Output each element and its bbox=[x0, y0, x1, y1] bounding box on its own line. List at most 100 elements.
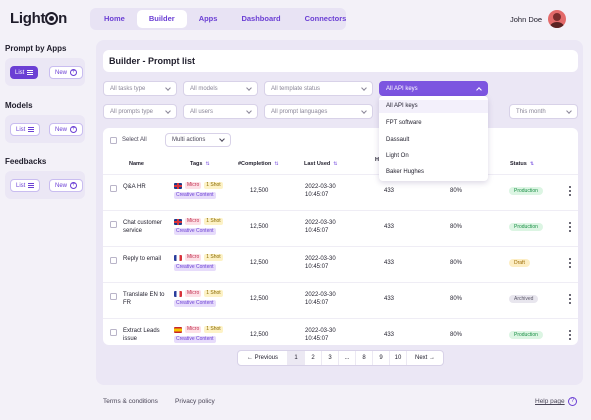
row-checkbox[interactable] bbox=[110, 221, 117, 228]
last-used-date: 2022-03-30 bbox=[305, 292, 336, 298]
percent-value: 80% bbox=[450, 332, 463, 338]
option-all-api-keys[interactable]: All API keys bbox=[379, 100, 488, 113]
header-last-used[interactable]: Last Used ⇅ bbox=[304, 161, 338, 167]
prompt-name[interactable]: Translate EN to FR bbox=[123, 292, 165, 306]
new-label: New bbox=[55, 182, 68, 189]
row-menu-icon[interactable] bbox=[568, 294, 572, 304]
help-icon[interactable]: ? bbox=[568, 397, 577, 406]
page-button[interactable]: 9 bbox=[373, 351, 390, 365]
tag-creative: Creative Content bbox=[174, 228, 216, 235]
option-light-on[interactable]: Light On bbox=[386, 153, 409, 159]
row-checkbox[interactable] bbox=[110, 329, 117, 336]
prompt-name[interactable]: Extract Leads issue bbox=[123, 328, 160, 342]
nav-apps[interactable]: Apps bbox=[198, 14, 218, 23]
app-logo[interactable]: Light n bbox=[10, 10, 67, 27]
logo-text: Light bbox=[10, 10, 46, 27]
option-dassault[interactable]: Dassault bbox=[386, 137, 410, 143]
header-status[interactable]: Status ⇅ bbox=[510, 161, 534, 167]
nav-builder[interactable]: Builder bbox=[136, 10, 187, 28]
filter-prompts-type[interactable]: All prompts type bbox=[103, 104, 177, 119]
flag-icon bbox=[174, 254, 182, 261]
filter-prompt-languages[interactable]: All prompt languages bbox=[264, 104, 373, 119]
new-label: New bbox=[55, 69, 68, 76]
option-baker-hughes[interactable]: Baker Hughes bbox=[386, 169, 425, 175]
filter-models[interactable]: All models bbox=[183, 81, 258, 96]
privacy-link[interactable]: Privacy policy bbox=[175, 398, 215, 405]
multi-actions-select[interactable]: Multi actions bbox=[165, 133, 231, 147]
sidebar-title-models: Models bbox=[5, 101, 33, 110]
page-button[interactable]: 8 bbox=[356, 351, 373, 365]
row-menu-icon[interactable] bbox=[568, 222, 572, 232]
prompt-new-button[interactable]: New + bbox=[49, 66, 84, 79]
filter-api-keys[interactable]: All API keys bbox=[379, 81, 488, 96]
help-link[interactable]: Help page bbox=[535, 398, 565, 405]
user-name[interactable]: John Doe bbox=[510, 15, 543, 24]
nav-home[interactable]: Home bbox=[104, 14, 125, 23]
tag-creative: Creative Content bbox=[174, 336, 216, 343]
prompt-name[interactable]: Chat customer service bbox=[123, 220, 163, 234]
page-ellipsis: ... bbox=[339, 351, 356, 365]
row-checkbox[interactable] bbox=[110, 257, 117, 264]
sort-icon: ⇅ bbox=[529, 161, 535, 167]
models-new-button[interactable]: New + bbox=[49, 123, 84, 136]
sidebar-card-feedbacks: List New + bbox=[5, 171, 85, 199]
avatar[interactable] bbox=[548, 10, 566, 28]
row-menu-icon[interactable] bbox=[568, 186, 572, 196]
header-name[interactable]: Name bbox=[129, 161, 144, 167]
row-checkbox[interactable] bbox=[110, 185, 117, 192]
flag-icon bbox=[174, 182, 182, 189]
header-tags[interactable]: Tags ⇅ bbox=[190, 161, 210, 167]
filter-tasks-type[interactable]: All tasks type bbox=[103, 81, 177, 96]
tag-shot: 1 Shot bbox=[204, 218, 223, 225]
sidebar-card-models: List New + bbox=[5, 115, 85, 143]
feedbacks-new-button[interactable]: New + bbox=[49, 179, 84, 192]
header-completion-label: #Completion bbox=[238, 161, 272, 167]
last-used-date: 2022-03-30 bbox=[305, 220, 336, 226]
h-value: 433 bbox=[384, 296, 395, 302]
row-menu-icon[interactable] bbox=[568, 330, 572, 340]
feedbacks-list-button[interactable]: List bbox=[10, 179, 41, 192]
header-last-used-label: Last Used bbox=[304, 161, 331, 167]
filter-users[interactable]: All users bbox=[183, 104, 258, 119]
last-used-date: 2022-03-30 bbox=[305, 328, 336, 334]
nav-connectors[interactable]: Connectors bbox=[304, 14, 347, 23]
completion-count: 12,500 bbox=[250, 296, 269, 302]
row-divider bbox=[103, 174, 578, 175]
filter-date-range[interactable]: This month bbox=[509, 104, 578, 119]
row-checkbox[interactable] bbox=[110, 293, 117, 300]
chevron-down-icon bbox=[566, 107, 572, 114]
select-all-checkbox[interactable] bbox=[110, 137, 117, 144]
page-button[interactable]: 3 bbox=[322, 351, 339, 365]
next-page-button[interactable]: Next → bbox=[407, 351, 443, 365]
page-button[interactable]: 1 bbox=[288, 351, 305, 365]
new-label: New bbox=[55, 126, 68, 133]
header-completion[interactable]: #Completion ⇅ bbox=[238, 161, 279, 167]
previous-page-button[interactable]: ← Previous bbox=[238, 351, 288, 365]
plus-icon: + bbox=[70, 69, 78, 76]
tag-line: Micro 1 Shot bbox=[174, 182, 223, 189]
filter-template-status[interactable]: All template status bbox=[264, 81, 373, 96]
arrow-left-icon: ← bbox=[246, 355, 255, 361]
status-badge: Draft bbox=[509, 259, 530, 267]
models-list-button[interactable]: List bbox=[10, 123, 41, 136]
row-menu-icon[interactable] bbox=[568, 258, 572, 268]
previous-label: Previous bbox=[254, 355, 278, 361]
page-button[interactable]: 10 bbox=[390, 351, 407, 365]
page-button[interactable]: 2 bbox=[305, 351, 322, 365]
nav-dashboard[interactable]: Dashboard bbox=[241, 14, 281, 23]
filter-label: All prompt languages bbox=[271, 108, 328, 115]
sort-icon: ⇅ bbox=[333, 161, 338, 167]
option-fpt-software[interactable]: FPT software bbox=[386, 120, 422, 126]
header-h[interactable]: H bbox=[375, 157, 379, 163]
tag-line: Micro 1 Shot bbox=[174, 326, 223, 333]
prompt-list-button[interactable]: List bbox=[10, 66, 39, 79]
last-used-date: 2022-03-30 bbox=[305, 184, 336, 190]
pagination: ← Previous 1 2 3 ... 8 9 10 Next → bbox=[237, 350, 444, 366]
completion-count: 12,500 bbox=[250, 224, 269, 230]
sidebar-title-prompt-by-apps: Prompt by Apps bbox=[5, 44, 67, 53]
prompt-name[interactable]: Reply to email bbox=[123, 256, 162, 262]
terms-link[interactable]: Terms & conditions bbox=[103, 398, 158, 405]
filter-label: All tasks type bbox=[110, 85, 146, 92]
prompt-name[interactable]: Q&A HR bbox=[123, 184, 146, 190]
chevron-down-icon bbox=[219, 136, 225, 142]
